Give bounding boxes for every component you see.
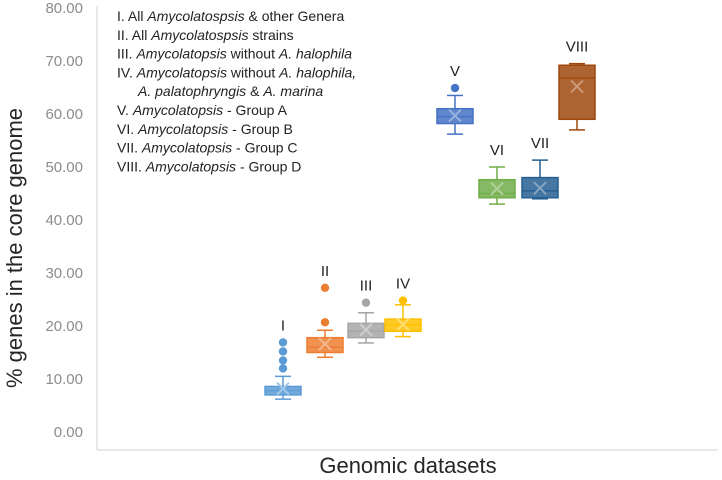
x-axis-title: Genomic datasets: [319, 453, 496, 478]
legend-text-run: Amycolatopsis: [136, 64, 227, 80]
box-VII: VII: [521, 135, 559, 200]
legend-text-run: Amycolatopsis: [135, 46, 226, 62]
legend-text-run: III.: [117, 46, 136, 62]
legend-item: VI. Amycolatopsis - Group B: [117, 121, 293, 137]
legend-text-run: II. All: [117, 27, 151, 43]
legend-item: VIII. Amycolatopsis - Group D: [117, 158, 301, 174]
legend-text-run: I. All: [117, 8, 147, 24]
y-tick-label: 20.00: [45, 318, 83, 335]
legend-item: VII. Amycolatopsis - Group C: [117, 140, 298, 156]
box-III: III: [347, 278, 385, 344]
legend-text-run: Amycolatopsis: [145, 158, 236, 174]
y-tick-label: 70.00: [45, 53, 83, 70]
y-tick-label: 80.00: [45, 0, 83, 17]
y-tick-label: 40.00: [45, 212, 83, 229]
box-label: VII: [531, 135, 549, 152]
legend-text-run: strains: [249, 27, 294, 43]
legend-text-run: Amycolatospsis: [146, 8, 244, 24]
legend-item: V. Amycolatopsis - Group A: [117, 102, 288, 118]
mean-marker: [318, 337, 332, 351]
box-label: III: [360, 278, 373, 295]
legend-text-run: &: [246, 83, 263, 99]
box-V: V: [436, 63, 474, 135]
outlier-point: [278, 356, 288, 365]
legend-text-run: VII.: [117, 140, 142, 156]
y-axis-title: % genes in the core genome: [2, 108, 27, 388]
box-label: V: [450, 63, 460, 80]
box-label: IV: [396, 276, 410, 293]
box-label: VI: [490, 142, 504, 159]
legend-text-run: A. palatophryngis: [137, 83, 246, 99]
outlier-point: [278, 364, 288, 373]
legend-text-run: A. halophila,: [278, 64, 356, 80]
legend-text-run: V.: [117, 102, 133, 118]
mean-marker: [396, 317, 410, 332]
legend-item: III. Amycolatopsis without A. halophila: [117, 46, 352, 62]
y-tick-label: 50.00: [45, 159, 83, 176]
legend-text-run: without: [227, 64, 279, 80]
outlier-point: [278, 338, 288, 347]
legend-text-run: A. halophila: [278, 46, 352, 62]
outlier-point: [278, 347, 288, 356]
box-IV: IV: [384, 276, 422, 338]
legend-text-run: Amycolatospsis: [150, 27, 248, 43]
outlier-point: [361, 298, 371, 307]
legend-item: I. All Amycolatospsis & other Genera: [117, 8, 344, 24]
legend-text-run: & other Genera: [245, 8, 345, 24]
y-tick-label: 30.00: [45, 265, 83, 282]
legend-text-run: VIII.: [117, 158, 146, 174]
y-tick-label: 0.00: [54, 424, 83, 441]
mean-marker: [570, 79, 584, 94]
outlier-point: [320, 318, 330, 327]
mean-marker: [359, 323, 373, 337]
box-iqr: [558, 64, 596, 121]
legend-text-run: - Group A: [223, 102, 287, 118]
mean-marker: [448, 108, 462, 123]
legend-text-run: - Group D: [236, 158, 301, 174]
box-I: I: [264, 317, 302, 400]
mean-marker: [533, 181, 547, 195]
y-tick-label: 10.00: [45, 371, 83, 388]
legend-text-run: - Group B: [228, 121, 293, 137]
box-label: I: [281, 317, 285, 334]
mean-marker: [276, 381, 290, 396]
y-tick-label: 60.00: [45, 106, 83, 123]
legend-text-run: VI.: [117, 121, 138, 137]
legend-item: A. palatophryngis & A. marina: [137, 83, 323, 99]
legend-text-run: without: [227, 46, 279, 62]
outlier-point: [320, 283, 330, 293]
legend-item: IV. Amycolatopsis without A. halophila,: [117, 64, 356, 80]
mean-marker: [490, 182, 504, 196]
legend-text-run: Amycolatopsis: [132, 102, 223, 118]
legend-text-run: Amycolatopsis: [141, 140, 232, 156]
outlier-point: [450, 83, 460, 93]
box-label: II: [321, 263, 329, 280]
legend-text-run: IV.: [117, 64, 137, 80]
legend-text-run: A. marina: [262, 83, 323, 99]
box-VIII: VIII: [558, 39, 596, 131]
legend-text-run: - Group C: [232, 140, 297, 156]
legend: I. All Amycolatospsis & other Genera II. …: [117, 8, 356, 174]
box-label: VIII: [566, 39, 589, 56]
outlier-point: [398, 296, 408, 305]
legend-text-run: Amycolatopsis: [137, 121, 228, 137]
legend-item: II. All Amycolatospsis strains: [117, 27, 294, 43]
box-VI: VI: [478, 142, 516, 205]
y-axis: 0.00 10.00 20.00 30.00 40.00 50.00 60.00 70.00 8…: [45, 0, 98, 450]
box-II: II: [306, 263, 344, 359]
